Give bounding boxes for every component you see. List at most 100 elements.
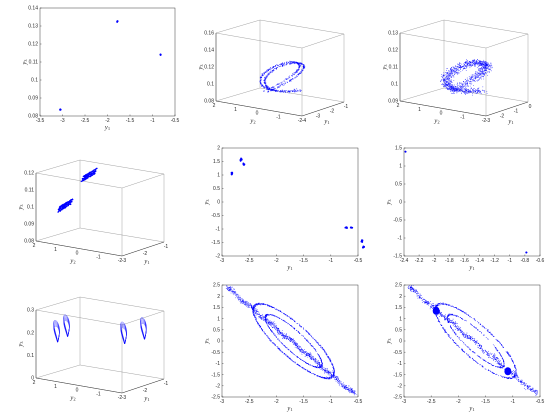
point [258,323,259,324]
point [455,90,457,91]
point [282,62,283,64]
point [483,74,484,75]
point [472,89,474,91]
point [91,170,93,172]
point [300,69,302,71]
point [280,85,282,87]
point [467,62,469,64]
tick-label: 0.12 [24,171,34,177]
point [459,91,461,92]
point [261,73,263,75]
point [277,86,279,87]
point [468,62,470,64]
point [448,89,450,91]
point [255,317,257,319]
point [271,72,272,73]
point [309,364,311,366]
point [477,70,479,71]
point [226,286,228,288]
point [235,292,237,294]
point [268,87,270,89]
point [283,344,285,346]
point [323,367,325,368]
point [452,87,454,88]
point [482,72,483,73]
z-axis-label: y3 [197,64,204,71]
tick-label: 0.14 [28,6,38,12]
trajectory-loop [120,321,127,344]
point [249,307,251,308]
point [276,346,278,347]
point [260,83,262,84]
point [308,342,310,343]
point [298,347,300,349]
point [257,309,258,311]
chart-a: -3.5 -3 -2.5 -2 -1.5 -1 -0.50.080.090.10.110.1… [21,6,180,131]
point [444,79,446,81]
point [482,65,484,66]
point [318,354,319,356]
point [301,348,303,350]
point [459,63,460,65]
point [255,308,257,310]
point [453,90,454,92]
point [484,74,485,76]
point [293,72,295,74]
point [291,342,293,343]
point [476,73,478,75]
point [234,292,236,294]
point [326,355,328,356]
point [450,73,452,75]
point [456,66,458,68]
point [459,86,460,87]
point [278,84,280,85]
point [484,67,486,69]
x-axis-label: y1 [323,118,329,125]
point [346,387,348,389]
point [476,61,477,63]
point [254,310,255,312]
point [267,74,268,76]
point [465,82,467,83]
point [285,83,286,85]
point [489,65,491,67]
point [480,64,482,66]
point [487,68,488,69]
point [330,375,332,376]
point [309,352,311,353]
point [465,68,467,70]
point [477,92,479,94]
point [460,89,462,90]
point [268,91,270,92]
y-axis-label: y2 [433,118,439,125]
point [273,70,275,71]
point [255,304,257,306]
point [452,84,453,86]
point [479,65,481,66]
point [305,355,307,356]
tick-label: -1 [460,114,465,120]
point [306,330,307,331]
point [293,89,295,91]
point [337,376,339,377]
tick-label: 0.11 [29,60,39,66]
point [265,84,267,85]
point [246,302,248,303]
tick-label: -3.5 [36,118,45,124]
point [458,88,459,90]
point [466,61,468,63]
point [472,90,473,91]
point [446,79,448,81]
point [275,85,277,86]
point [302,70,304,72]
point [450,80,452,82]
point [335,379,337,381]
point [58,207,61,210]
point [244,302,246,304]
point [284,65,285,67]
point [483,68,485,69]
point [462,68,464,70]
point [301,351,302,353]
point [455,65,457,66]
point [491,67,493,69]
